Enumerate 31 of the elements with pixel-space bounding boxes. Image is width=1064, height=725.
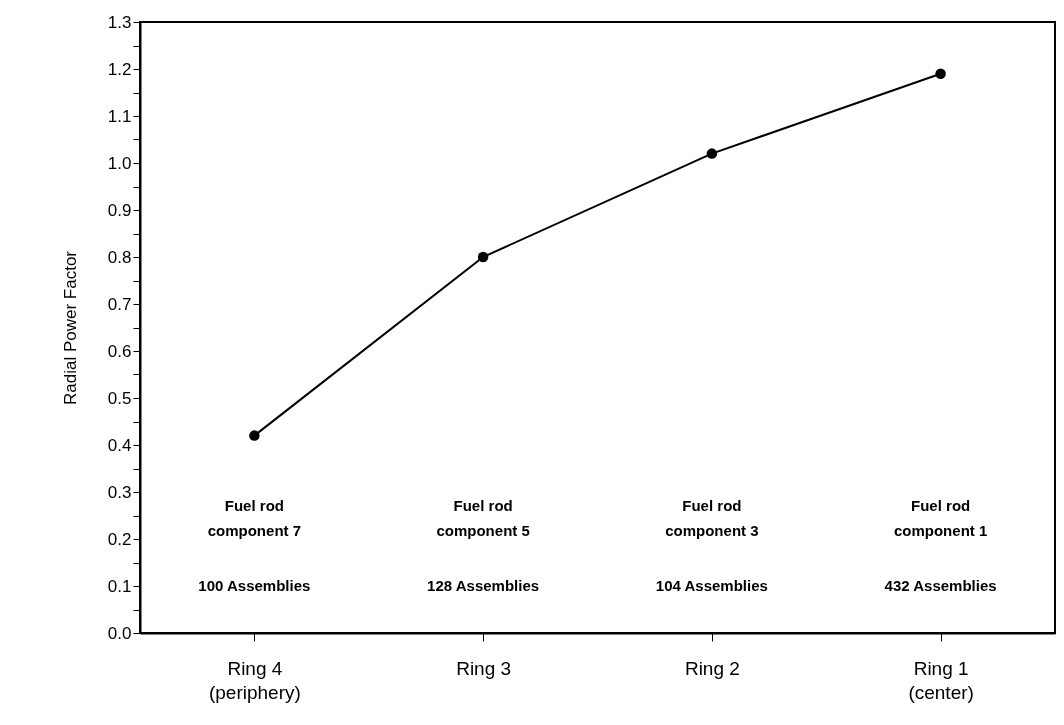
x-tick-label: Ring 2 bbox=[684, 657, 740, 679]
y-tick-label: 1.3 bbox=[107, 12, 132, 32]
annotation: 128 Assemblies bbox=[427, 577, 540, 594]
annotation: Fuel rod component 3 bbox=[665, 497, 759, 540]
annotation: 432 Assemblies bbox=[884, 577, 997, 594]
y-tick-label: 0.0 bbox=[107, 623, 132, 643]
point bbox=[706, 148, 718, 159]
y-tick-label: 1.2 bbox=[107, 59, 132, 79]
point bbox=[249, 430, 260, 441]
x-tick-label: Ring 3 bbox=[456, 657, 512, 679]
y-tick-label: 0.6 bbox=[107, 341, 132, 361]
y-tick-label: 0.7 bbox=[107, 294, 132, 314]
y-tick-label: 0.2 bbox=[107, 529, 132, 549]
x-tick-label: Ring 4 (periphery) bbox=[208, 657, 301, 703]
x-tick-label: Ring 1 (center) bbox=[908, 657, 974, 703]
y-tick-label: 0.4 bbox=[107, 435, 132, 455]
y-tick-label: 0.8 bbox=[107, 247, 132, 267]
annotation: 100 Assemblies bbox=[198, 577, 311, 594]
y-tick-label: 1.0 bbox=[107, 153, 132, 173]
y-tick-label: 0.5 bbox=[107, 388, 132, 408]
y-axis-title: Radial Power Factor bbox=[60, 250, 80, 406]
y-tick-label: 0.1 bbox=[107, 576, 132, 596]
y-tick-label: 1.1 bbox=[107, 106, 132, 126]
annotation: Fuel rod component 1 bbox=[893, 497, 988, 540]
annotation: 104 Assemblies bbox=[655, 577, 768, 594]
point bbox=[935, 68, 946, 79]
point bbox=[477, 251, 489, 263]
y-tick-label: 0.9 bbox=[107, 200, 132, 220]
y-tick-label: 0.3 bbox=[107, 482, 132, 502]
annotation: Fuel rod component 7 bbox=[207, 497, 302, 540]
annotation: Fuel rod component 5 bbox=[436, 497, 530, 540]
